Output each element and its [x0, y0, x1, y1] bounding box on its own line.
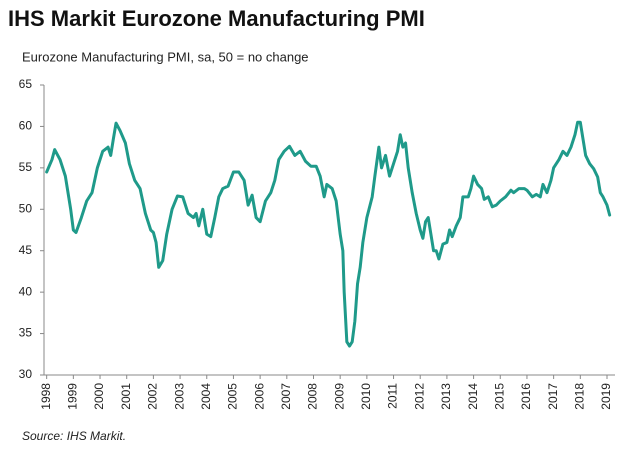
x-tick-label: 2008 — [306, 383, 320, 410]
pmi-line — [45, 120, 612, 348]
x-tick-label: 2019 — [599, 383, 613, 410]
x-tick-label: 2001 — [119, 383, 133, 410]
x-tick-label: 2006 — [252, 383, 266, 410]
x-tick-label: 2005 — [226, 383, 240, 410]
x-tick-label: 2007 — [279, 383, 293, 410]
x-tick-label: 2018 — [572, 383, 586, 410]
chart-subtitle: Eurozone Manufacturing PMI, sa, 50 = no … — [22, 49, 309, 64]
x-tick-label: 2011 — [386, 383, 400, 409]
source-note: Source: IHS Markit. — [22, 429, 126, 443]
x-tick-label: 2017 — [546, 383, 560, 410]
y-tick-label: 35 — [19, 326, 33, 340]
y-tick-label: 45 — [19, 243, 33, 257]
y-tick-label: 30 — [19, 367, 33, 381]
x-tick-label: 2014 — [466, 383, 480, 410]
y-tick-label: 50 — [19, 201, 33, 215]
x-tick-label: 1998 — [39, 383, 53, 410]
x-tick-label: 1999 — [66, 383, 80, 410]
y-tick-label: 60 — [19, 119, 33, 133]
y-tick-label: 55 — [19, 160, 33, 174]
x-tick-label: 2003 — [172, 383, 186, 410]
y-tick-label: 65 — [19, 77, 33, 91]
x-tick-label: 2002 — [146, 383, 160, 410]
x-tick-label: 2009 — [332, 383, 346, 410]
x-tick-label: 2016 — [519, 383, 533, 410]
x-tick-label: 2010 — [359, 383, 373, 410]
x-tick-label: 2013 — [439, 383, 453, 410]
x-tick-label: 2004 — [199, 383, 213, 410]
y-tick-label: 40 — [19, 284, 33, 298]
x-tick-label: 2015 — [492, 383, 506, 410]
chart-title: IHS Markit Eurozone Manufacturing PMI — [8, 6, 425, 31]
x-tick-label: 2000 — [92, 383, 106, 410]
x-tick-label: 2012 — [412, 383, 426, 410]
